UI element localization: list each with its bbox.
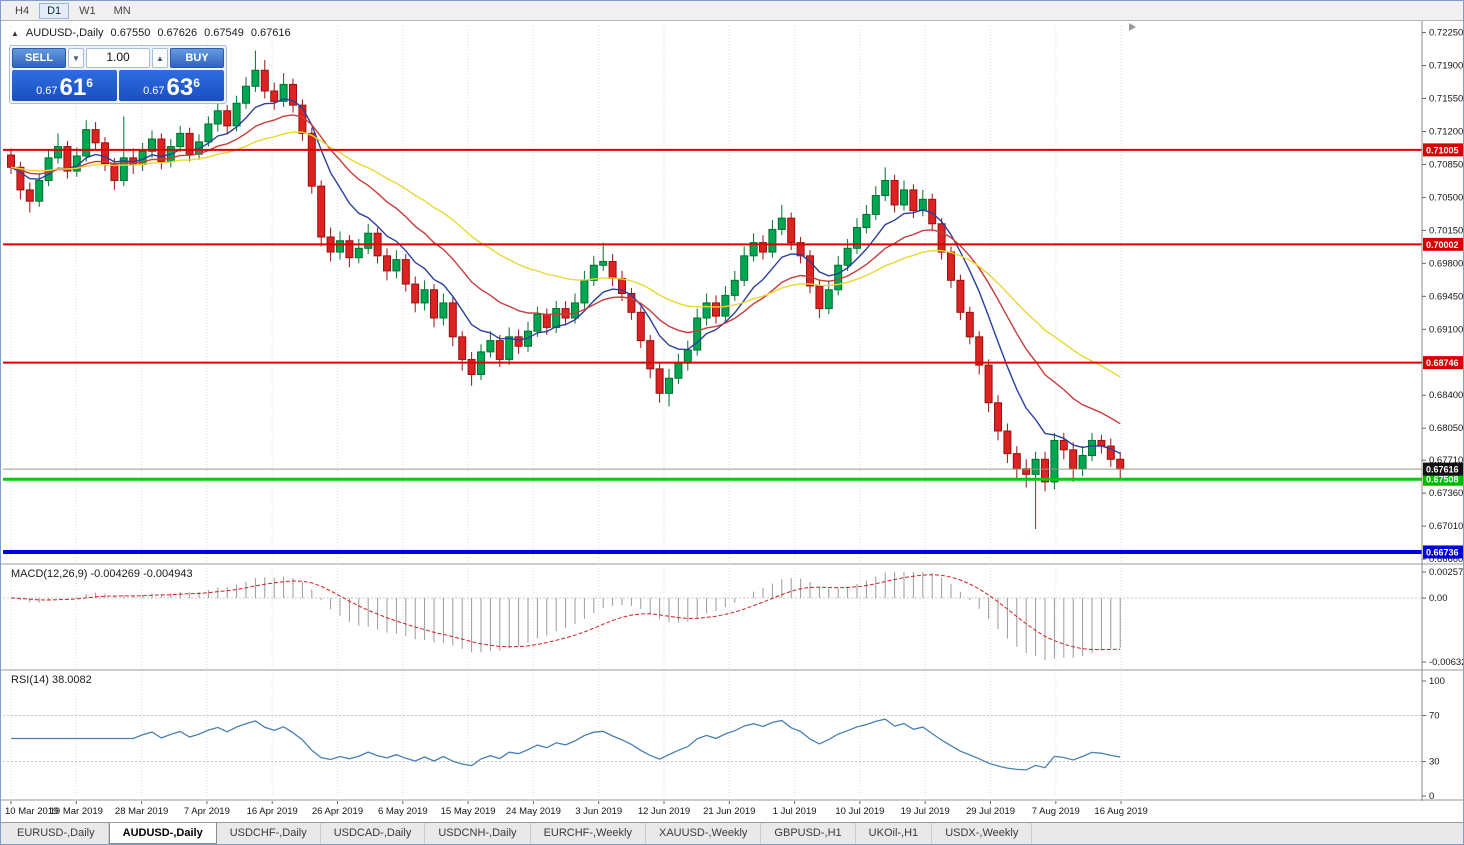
svg-text:0.67360: 0.67360 bbox=[1429, 488, 1463, 499]
buy-price-pips: 63 bbox=[166, 74, 194, 101]
svg-text:0.71900: 0.71900 bbox=[1429, 61, 1463, 72]
timeframe-mn-button[interactable]: MN bbox=[105, 2, 139, 19]
chart-tab-eurchf-weekly[interactable]: EURCHF-,Weekly bbox=[531, 823, 646, 844]
svg-text:-0.0063260: -0.0063260 bbox=[1429, 657, 1464, 668]
svg-text:7 Aug 2019: 7 Aug 2019 bbox=[1032, 806, 1080, 817]
svg-text:0.69450: 0.69450 bbox=[1429, 291, 1463, 302]
timeframe-toolbar: H4 D1 W1 MN bbox=[1, 1, 1463, 21]
svg-text:0.68400: 0.68400 bbox=[1429, 390, 1463, 401]
chart-tab-gbpusd-h1[interactable]: GBPUSD-,H1 bbox=[761, 823, 856, 844]
price-axis[interactable]: 0.72250 0.71900 0.71550 0.71200 0.70850 0.705… bbox=[1421, 21, 1464, 802]
svg-text:100: 100 bbox=[1429, 676, 1445, 687]
buy-price-prefix: 0.67 bbox=[143, 85, 165, 97]
chart-tab-audusd-daily[interactable]: AUDUSD-,Daily bbox=[108, 823, 217, 844]
svg-text:7 Apr 2019: 7 Apr 2019 bbox=[184, 806, 230, 817]
svg-text:0.70500: 0.70500 bbox=[1429, 192, 1463, 203]
svg-text:70: 70 bbox=[1429, 711, 1440, 722]
svg-text:24 May 2019: 24 May 2019 bbox=[506, 806, 561, 817]
svg-text:26 Apr 2019: 26 Apr 2019 bbox=[312, 806, 363, 817]
buy-price-point: 6 bbox=[193, 76, 200, 90]
sell-button[interactable]: SELL bbox=[12, 48, 66, 68]
svg-text:1 Jul 2019: 1 Jul 2019 bbox=[773, 806, 817, 817]
svg-text:0.71200: 0.71200 bbox=[1429, 126, 1463, 137]
sell-price-prefix: 0.67 bbox=[36, 85, 58, 97]
chart-shift-marker[interactable] bbox=[1129, 23, 1136, 31]
grid-lines bbox=[10, 26, 1122, 798]
svg-text:0.70002: 0.70002 bbox=[1426, 240, 1459, 250]
chart-tab-usdchf-daily[interactable]: USDCHF-,Daily bbox=[217, 823, 321, 844]
svg-text:0.70150: 0.70150 bbox=[1429, 225, 1463, 236]
volume-decrease-button[interactable]: ▼ bbox=[68, 48, 84, 68]
svg-text:30: 30 bbox=[1429, 757, 1440, 768]
ohlc-open: 0.67550 bbox=[110, 27, 151, 39]
svg-text:0.66736: 0.66736 bbox=[1426, 547, 1459, 557]
timeframe-d1-button[interactable]: D1 bbox=[39, 2, 70, 19]
chart-tab-eurusd-daily[interactable]: EURUSD-,Daily bbox=[4, 823, 109, 844]
svg-text:29 Jul 2019: 29 Jul 2019 bbox=[966, 806, 1015, 817]
chart-tab-usdcnh-daily[interactable]: USDCNH-,Daily bbox=[425, 823, 531, 844]
rsi-panel bbox=[3, 715, 1422, 771]
ohlc-high: 0.67626 bbox=[157, 27, 198, 39]
macd-indicator-label: MACD(12,26,9) -0.004269 -0.004943 bbox=[11, 568, 193, 580]
svg-text:16 Aug 2019: 16 Aug 2019 bbox=[1094, 806, 1147, 817]
chart-tab-ukoil-h1[interactable]: UKOil-,H1 bbox=[856, 823, 933, 844]
svg-text:12 Jun 2019: 12 Jun 2019 bbox=[638, 806, 690, 817]
one-click-trading-panel: SELL ▼ 1.00 ▲ BUY 0.67 61 6 0.67 63 6 bbox=[9, 45, 227, 104]
svg-text:0.68050: 0.68050 bbox=[1429, 423, 1463, 434]
timeframe-w1-button[interactable]: W1 bbox=[71, 2, 104, 19]
svg-text:6 May 2019: 6 May 2019 bbox=[378, 806, 428, 817]
svg-text:0.69800: 0.69800 bbox=[1429, 258, 1463, 269]
svg-text:0.67710: 0.67710 bbox=[1429, 455, 1463, 466]
svg-text:0.72250: 0.72250 bbox=[1429, 28, 1463, 39]
buy-price-display[interactable]: 0.67 63 6 bbox=[119, 70, 224, 101]
volume-input[interactable]: 1.00 bbox=[86, 48, 150, 68]
ohlc-low: 0.67549 bbox=[204, 27, 244, 39]
chart-tab-usdcad-daily[interactable]: USDCAD-,Daily bbox=[321, 823, 426, 844]
price-axis-tags: 0.71005 0.70002 0.68746 0.67508 0.66736 0.676… bbox=[1423, 143, 1463, 559]
svg-text:28 Mar 2019: 28 Mar 2019 bbox=[115, 806, 168, 817]
chart-background bbox=[1, 21, 1463, 824]
sell-price-display[interactable]: 0.67 61 6 bbox=[12, 70, 117, 101]
svg-text:19 Jul 2019: 19 Jul 2019 bbox=[901, 806, 950, 817]
macd-panel bbox=[3, 572, 1422, 660]
svg-text:10 Mar 2019: 10 Mar 2019 bbox=[5, 806, 58, 817]
svg-text:3 Jun 2019: 3 Jun 2019 bbox=[575, 806, 622, 817]
svg-text:0.70850: 0.70850 bbox=[1429, 159, 1463, 170]
buy-button[interactable]: BUY bbox=[170, 48, 224, 68]
chart-tab-xauusd-weekly[interactable]: XAUUSD-,Weekly bbox=[646, 823, 762, 844]
svg-text:16 Apr 2019: 16 Apr 2019 bbox=[247, 806, 298, 817]
timeframe-h4-button[interactable]: H4 bbox=[7, 2, 38, 19]
svg-text:21 Jun 2019: 21 Jun 2019 bbox=[703, 806, 755, 817]
svg-text:0.69100: 0.69100 bbox=[1429, 324, 1463, 335]
svg-text:0: 0 bbox=[1429, 791, 1434, 802]
svg-text:0.0025740: 0.0025740 bbox=[1429, 567, 1464, 578]
sell-price-pips: 61 bbox=[59, 74, 87, 101]
svg-text:0.67616: 0.67616 bbox=[1426, 465, 1459, 475]
svg-text:0.68746: 0.68746 bbox=[1426, 358, 1459, 368]
svg-text:19 Mar 2019: 19 Mar 2019 bbox=[50, 806, 103, 817]
sell-price-point: 6 bbox=[86, 76, 93, 90]
collapse-panel-icon[interactable]: ▲ bbox=[11, 28, 19, 38]
svg-text:15 May 2019: 15 May 2019 bbox=[441, 806, 496, 817]
candlesticks bbox=[7, 50, 1125, 529]
panel-separators bbox=[1, 563, 1463, 801]
chart-tab-usdx-weekly[interactable]: USDX-,Weekly bbox=[932, 823, 1033, 844]
svg-text:0.00: 0.00 bbox=[1429, 593, 1448, 604]
svg-text:10 Jul 2019: 10 Jul 2019 bbox=[835, 806, 884, 817]
horizontal-level-lines[interactable] bbox=[3, 148, 1422, 554]
chart-tab-bar: EURUSD-,Daily AUDUSD-,Daily USDCHF-,Daily U… bbox=[1, 822, 1463, 844]
rsi-indicator-label: RSI(14) 38.0082 bbox=[11, 674, 92, 686]
volume-increase-button[interactable]: ▲ bbox=[152, 48, 168, 68]
svg-text:0.71005: 0.71005 bbox=[1426, 145, 1459, 155]
svg-text:0.66660: 0.66660 bbox=[1429, 554, 1463, 565]
chart-symbol-label: AUDUSD-,Daily bbox=[25, 27, 104, 39]
svg-text:0.67010: 0.67010 bbox=[1429, 521, 1463, 532]
ohlc-close: 0.67616 bbox=[250, 27, 291, 39]
svg-text:0.67508: 0.67508 bbox=[1426, 475, 1459, 485]
svg-text:0.71550: 0.71550 bbox=[1429, 94, 1463, 105]
chart-title: ▲ AUDUSD-,Daily 0.67550 0.67626 0.67549 … bbox=[11, 27, 291, 39]
